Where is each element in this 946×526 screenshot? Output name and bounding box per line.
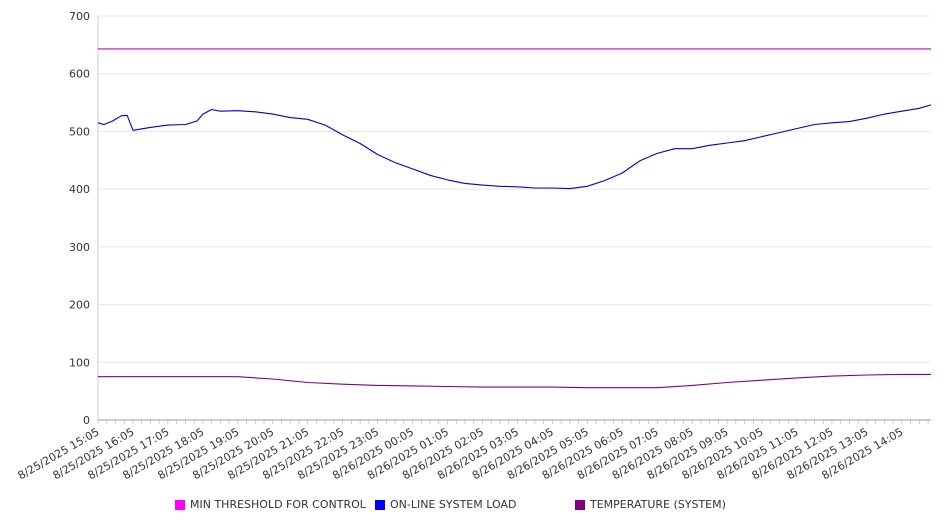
- legend: MIN THRESHOLD FOR CONTROL ON-LINE SYSTEM…: [0, 498, 946, 514]
- series-line-2: [98, 373, 931, 389]
- legend-swatch: [175, 499, 185, 510]
- y-tick-label: 300: [69, 241, 90, 254]
- legend-label: MIN THRESHOLD FOR CONTROL: [190, 498, 366, 511]
- legend-item-min-threshold: MIN THRESHOLD FOR CONTROL: [175, 498, 366, 511]
- y-tick-label: 0: [83, 414, 90, 427]
- y-tick-label: 600: [69, 68, 90, 81]
- y-tick-label: 100: [69, 356, 90, 369]
- legend-item-system-load: ON-LINE SYSTEM LOAD: [375, 498, 516, 511]
- series-line-1: [97, 104, 932, 190]
- legend-swatch: [575, 499, 585, 510]
- legend-label: ON-LINE SYSTEM LOAD: [390, 498, 517, 511]
- y-tick-label: 700: [69, 10, 90, 23]
- y-tick-label: 200: [69, 299, 90, 312]
- legend-swatch: [375, 499, 385, 510]
- y-tick-label: 500: [69, 125, 90, 138]
- y-tick-label: 400: [69, 183, 90, 196]
- legend-label: TEMPERATURE (SYSTEM): [590, 498, 726, 511]
- legend-item-temperature: TEMPERATURE (SYSTEM): [575, 498, 726, 511]
